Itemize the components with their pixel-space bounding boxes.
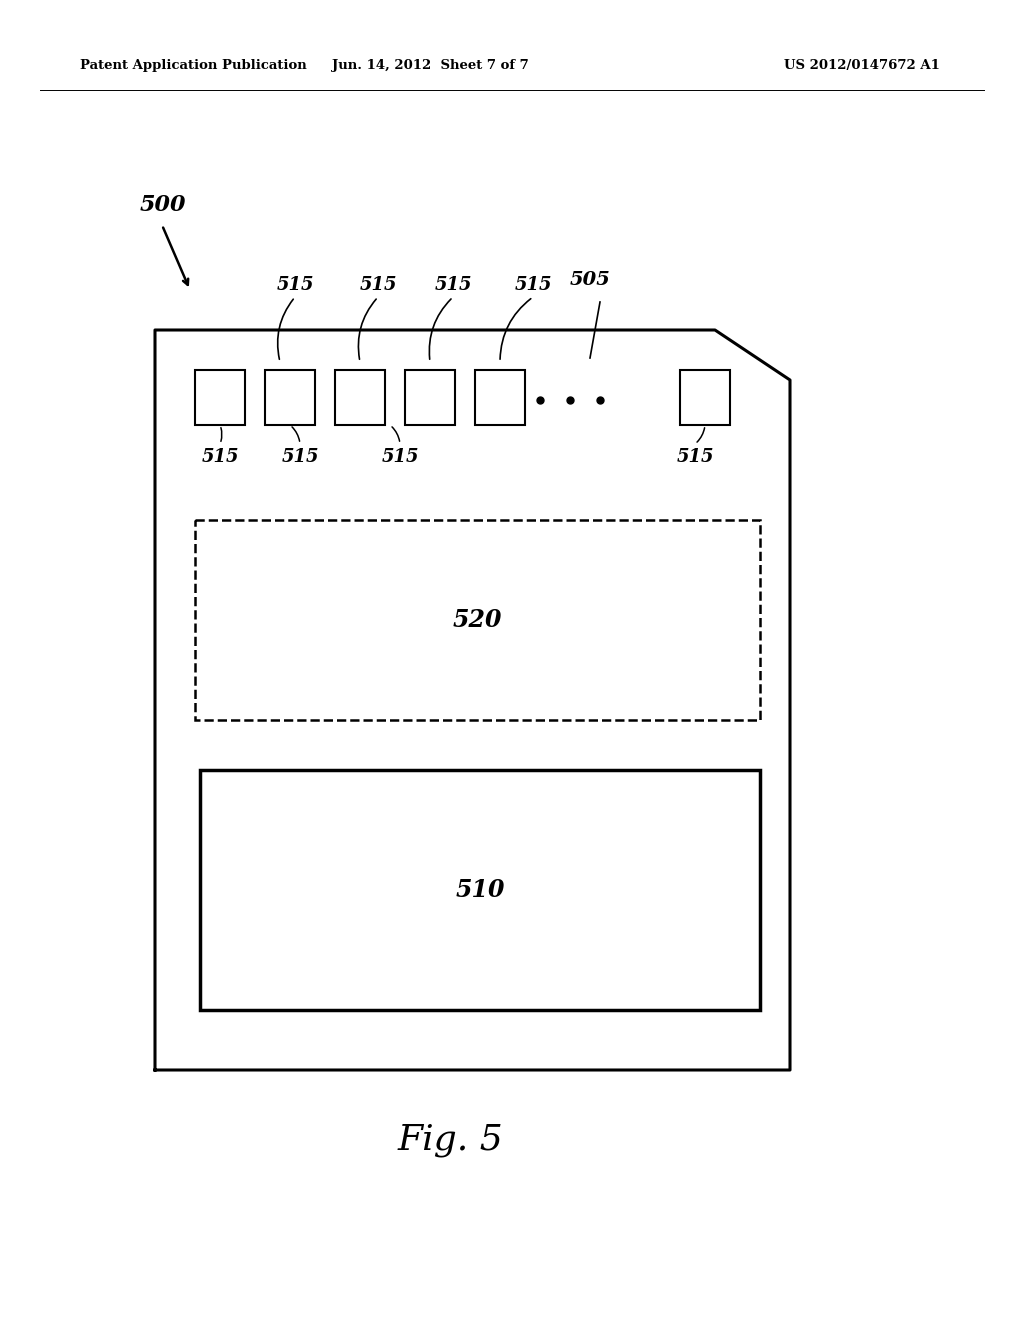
- Text: 515: 515: [434, 276, 472, 294]
- Bar: [200, 770, 760, 1010]
- Text: 520: 520: [453, 609, 502, 632]
- Text: 515: 515: [282, 447, 318, 466]
- Text: 515: 515: [276, 276, 313, 294]
- Text: Patent Application Publication: Patent Application Publication: [80, 58, 307, 71]
- Bar: [195, 370, 245, 425]
- Text: 500: 500: [140, 194, 186, 216]
- Text: 515: 515: [381, 447, 419, 466]
- Text: 515: 515: [676, 447, 714, 466]
- Bar: [406, 370, 455, 425]
- Text: Fig. 5: Fig. 5: [397, 1123, 503, 1158]
- Text: 510: 510: [456, 878, 505, 902]
- Text: 515: 515: [514, 276, 552, 294]
- Bar: [335, 370, 385, 425]
- Bar: [475, 370, 525, 425]
- Text: 515: 515: [359, 276, 396, 294]
- Text: 505: 505: [569, 271, 610, 289]
- Text: 515: 515: [202, 447, 239, 466]
- Bar: [195, 520, 760, 719]
- Bar: [680, 370, 730, 425]
- Bar: [265, 370, 315, 425]
- Text: Jun. 14, 2012  Sheet 7 of 7: Jun. 14, 2012 Sheet 7 of 7: [332, 58, 528, 71]
- Text: US 2012/0147672 A1: US 2012/0147672 A1: [784, 58, 940, 71]
